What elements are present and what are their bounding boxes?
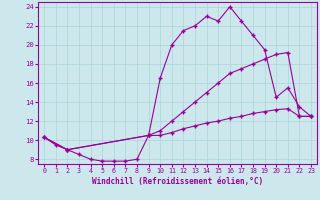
X-axis label: Windchill (Refroidissement éolien,°C): Windchill (Refroidissement éolien,°C) [92,177,263,186]
